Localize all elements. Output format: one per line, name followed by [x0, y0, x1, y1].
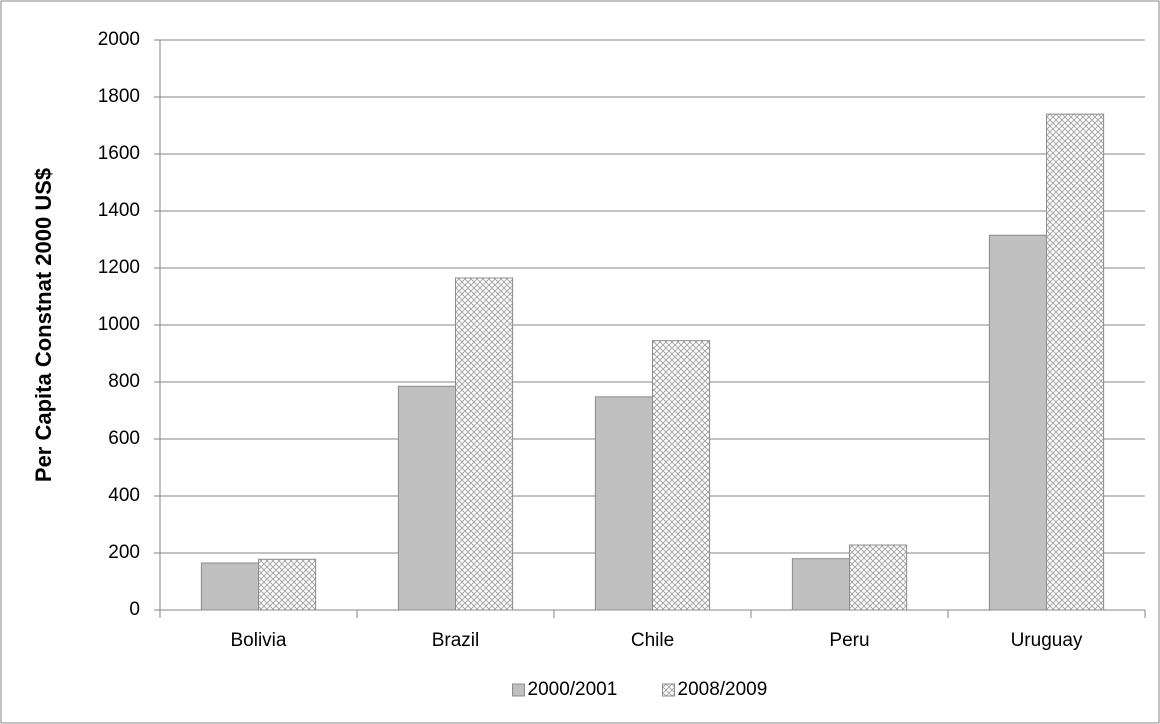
- x-tick-label: Brazil: [432, 630, 480, 651]
- y-tick-label: 1400: [98, 200, 140, 221]
- bar: [200, 562, 259, 611]
- bar: [594, 396, 653, 611]
- bar: [988, 234, 1047, 611]
- x-tick-label: Bolivia: [231, 630, 287, 651]
- y-tick-label: 200: [108, 542, 140, 563]
- x-tick-label: Chile: [631, 630, 674, 651]
- x-tick-label: Uruguay: [1011, 630, 1083, 651]
- y-tick-label: 1800: [98, 86, 140, 107]
- y-tick-label: 0: [129, 599, 140, 620]
- bar: [258, 558, 317, 611]
- legend-swatch: [512, 683, 525, 697]
- y-tick-label: 600: [108, 428, 140, 449]
- y-axis-label: Per Capita Constnat 2000 US$: [31, 168, 56, 482]
- y-tick-label: 1000: [98, 314, 140, 335]
- bar: [791, 558, 850, 611]
- y-tick-label: 800: [108, 371, 140, 392]
- x-tick-label: Peru: [829, 630, 869, 651]
- bar: [652, 340, 711, 611]
- legend-label: 2008/2009: [678, 679, 768, 700]
- bar: [849, 544, 908, 611]
- y-tick-label: 1200: [98, 257, 140, 278]
- y-tick-label: 1600: [98, 143, 140, 164]
- bar: [397, 385, 456, 611]
- bar: [455, 277, 514, 611]
- legend-label: 2000/2001: [528, 679, 618, 700]
- y-tick-label: 400: [108, 485, 140, 506]
- bar: [1046, 113, 1105, 611]
- y-tick-label: 2000: [98, 29, 140, 50]
- legend-swatch: [662, 683, 675, 697]
